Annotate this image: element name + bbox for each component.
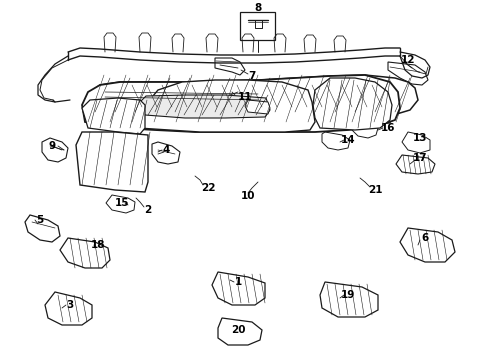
Polygon shape <box>152 142 180 164</box>
Text: 17: 17 <box>413 153 427 163</box>
Text: 22: 22 <box>201 183 215 193</box>
Text: 21: 21 <box>368 185 382 195</box>
Text: 3: 3 <box>66 300 74 310</box>
Text: 16: 16 <box>381 123 395 133</box>
Text: 15: 15 <box>115 198 129 208</box>
Polygon shape <box>25 215 60 242</box>
Polygon shape <box>400 228 455 262</box>
Text: 18: 18 <box>91 240 105 250</box>
Polygon shape <box>350 110 392 124</box>
Text: 8: 8 <box>254 3 262 13</box>
Polygon shape <box>140 95 270 118</box>
Text: 4: 4 <box>162 145 170 155</box>
Text: 11: 11 <box>238 92 252 102</box>
Polygon shape <box>42 138 68 162</box>
Polygon shape <box>45 292 92 325</box>
Polygon shape <box>320 282 378 317</box>
Polygon shape <box>82 75 400 132</box>
Text: 1: 1 <box>234 277 242 287</box>
Polygon shape <box>313 78 392 130</box>
Text: 14: 14 <box>341 135 355 145</box>
Text: 2: 2 <box>145 205 151 215</box>
Polygon shape <box>240 12 275 40</box>
Text: 7: 7 <box>248 71 256 81</box>
Polygon shape <box>100 86 265 102</box>
Polygon shape <box>215 58 245 75</box>
Polygon shape <box>122 85 385 107</box>
Polygon shape <box>352 120 378 138</box>
Polygon shape <box>245 100 270 114</box>
Polygon shape <box>388 62 428 85</box>
Polygon shape <box>60 238 110 268</box>
Polygon shape <box>212 272 265 305</box>
Text: 13: 13 <box>413 133 427 143</box>
Polygon shape <box>138 80 315 132</box>
Text: 6: 6 <box>421 233 429 243</box>
Text: 19: 19 <box>341 290 355 300</box>
Polygon shape <box>76 132 148 192</box>
Text: 20: 20 <box>231 325 245 335</box>
Polygon shape <box>82 98 145 134</box>
Polygon shape <box>322 132 350 150</box>
Polygon shape <box>218 318 262 345</box>
Text: 5: 5 <box>36 215 44 225</box>
Text: 10: 10 <box>241 191 255 201</box>
Polygon shape <box>402 132 430 153</box>
Polygon shape <box>106 195 135 213</box>
Polygon shape <box>90 75 418 126</box>
Text: 12: 12 <box>401 55 415 65</box>
Polygon shape <box>396 155 435 174</box>
Text: 9: 9 <box>49 141 55 151</box>
